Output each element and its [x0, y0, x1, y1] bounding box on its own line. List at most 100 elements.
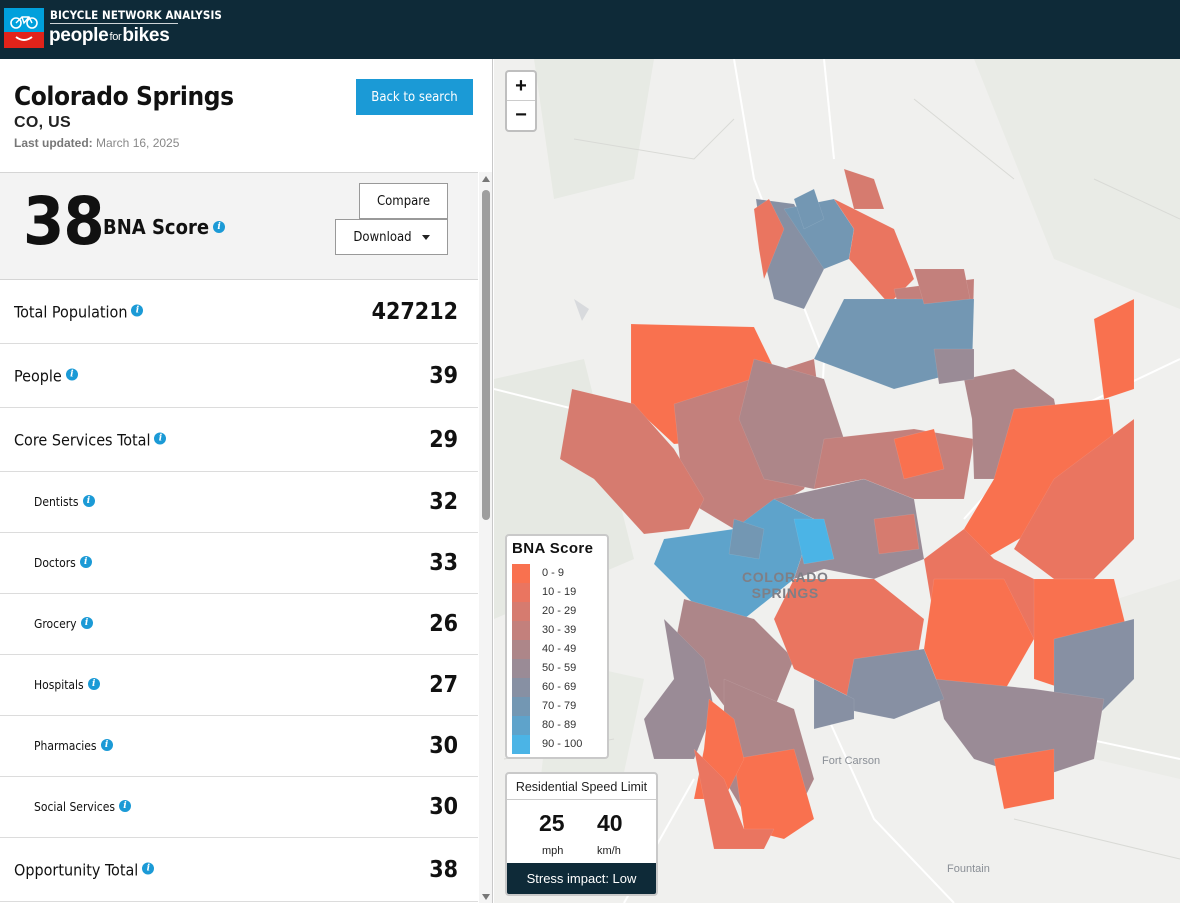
metric-label-text: Social Services	[34, 800, 115, 814]
metric-row: Dentists i 32	[0, 472, 478, 533]
metric-value: 33	[429, 550, 458, 576]
info-icon[interactable]: i	[142, 862, 155, 875]
metric-label-text: Doctors	[34, 556, 76, 570]
metric-label-text: People	[14, 366, 62, 385]
download-button[interactable]: Download	[335, 219, 448, 255]
metric-label-text: Hospitals	[34, 678, 84, 692]
chevron-down-icon	[421, 234, 430, 240]
metric-row: Opportunity Total i 38	[0, 838, 478, 902]
metric-label-text: Dentists	[34, 495, 79, 509]
map-city-label-line2: SPRINGS	[751, 585, 819, 601]
place-label-fort-carson: Fort Carson	[822, 755, 881, 767]
metric-label: Total Population i	[14, 302, 144, 321]
legend-item: 50 - 59	[512, 659, 607, 678]
legend-item: 0 - 9	[512, 564, 607, 583]
info-icon[interactable]: i	[82, 494, 95, 507]
metric-label: Doctors i	[34, 555, 92, 570]
legend-item: 80 - 89	[512, 716, 607, 735]
metric-label: Grocery i	[34, 616, 93, 631]
legend-swatch	[512, 735, 530, 754]
zoom-out-button[interactable]: −	[515, 104, 527, 126]
logo-wordmark[interactable]: peopleforbikes	[49, 25, 170, 47]
metric-label-text: Total Population	[14, 302, 128, 321]
legend-range-label: 50 - 59	[542, 662, 577, 674]
map-view[interactable]: + − COLORADO SPRINGS Fort Carson Fountai…	[494, 59, 1180, 903]
map-city-label: COLORADO SPRINGS	[742, 569, 828, 601]
metric-value: 29	[429, 426, 458, 453]
metric-label: Hospitals i	[34, 677, 100, 692]
info-icon[interactable]: i	[131, 304, 144, 317]
legend-swatch	[512, 678, 530, 697]
back-to-search-button[interactable]: Back to search	[356, 79, 473, 115]
zoom-control: + −	[505, 70, 537, 132]
scrollbar-thumb[interactable]	[482, 190, 490, 520]
metric-value: 38	[429, 856, 458, 883]
last-updated-date: March 16, 2025	[96, 136, 180, 150]
metric-label-text: Core Services Total	[14, 430, 151, 449]
metric-row: People i 39	[0, 344, 478, 408]
map-canvas[interactable]	[494, 59, 1180, 903]
metric-row: Social Services i 30	[0, 777, 478, 838]
metric-row: Doctors i 33	[0, 533, 478, 594]
legend-item: 70 - 79	[512, 697, 607, 716]
compare-button[interactable]: Compare	[359, 183, 448, 219]
info-icon[interactable]: i	[118, 799, 131, 812]
legend-swatch	[512, 602, 530, 621]
city-name: Colorado Springs	[14, 82, 234, 112]
bna-score-label: BNA Score i	[103, 215, 226, 239]
legend-item: 60 - 69	[512, 678, 607, 697]
logo-word-for: for	[109, 31, 122, 43]
metric-value: 27	[429, 672, 458, 698]
speed-kmh-unit: km/h	[597, 845, 621, 857]
legend-item: 20 - 29	[512, 602, 607, 621]
zoom-in-button[interactable]: +	[507, 72, 535, 101]
legend-range-label: 90 - 100	[542, 738, 583, 750]
info-icon[interactable]: i	[154, 432, 167, 445]
legend-range-label: 80 - 89	[542, 719, 577, 731]
metric-label: Dentists i	[34, 494, 95, 509]
legend-swatch	[512, 697, 530, 716]
logo-title: BICYCLE NETWORK ANALYSIS	[50, 8, 222, 22]
legend-item: 40 - 49	[512, 640, 607, 659]
legend-item: 90 - 100	[512, 735, 607, 754]
score-breakdown-list: Total Population i 427212 People i 39 Core…	[0, 280, 478, 902]
legend-swatch	[512, 564, 530, 583]
metric-label-text: Opportunity Total	[14, 860, 139, 879]
metric-value: 427212	[371, 298, 458, 325]
legend-swatch	[512, 621, 530, 640]
score-summary: 38 BNA Score i Compare Download	[0, 172, 478, 280]
legend-range-label: 0 - 9	[542, 567, 565, 579]
info-icon[interactable]: i	[79, 555, 92, 568]
logo-word-people: people	[49, 25, 109, 46]
map-city-label-line1: COLORADO	[742, 569, 829, 585]
metric-row: Pharmacies i 30	[0, 716, 478, 777]
metric-label-text: Pharmacies	[34, 739, 97, 753]
legend-swatch	[512, 640, 530, 659]
metric-label: Opportunity Total i	[14, 860, 155, 879]
speed-mph-unit: mph	[542, 845, 564, 857]
place-label-fountain: Fountain	[947, 863, 990, 875]
scroll-up-arrow-icon[interactable]	[482, 176, 490, 182]
bna-score-label-text: BNA Score	[103, 215, 210, 239]
last-updated: Last updated: March 16, 2025	[14, 136, 179, 150]
panel-scrollbar[interactable]	[479, 172, 492, 903]
legend-item: 10 - 19	[512, 583, 607, 602]
bna-score-value: 38	[23, 183, 105, 260]
metric-value: 26	[429, 611, 458, 637]
scroll-down-arrow-icon[interactable]	[482, 894, 490, 900]
metric-value: 32	[429, 489, 458, 515]
metric-value: 30	[429, 794, 458, 820]
bicycle-icon[interactable]	[4, 8, 44, 48]
last-updated-label: Last updated:	[14, 136, 93, 150]
info-icon[interactable]: i	[213, 220, 226, 233]
metric-row: Total Population i 427212	[0, 280, 478, 344]
legend-swatch	[512, 716, 530, 735]
legend-range-label: 30 - 39	[542, 624, 577, 636]
info-icon[interactable]: i	[65, 368, 78, 381]
legend-swatch	[512, 583, 530, 602]
info-icon[interactable]: i	[87, 677, 100, 690]
info-icon[interactable]: i	[100, 738, 113, 751]
city-region: CO, US	[14, 114, 71, 131]
info-icon[interactable]: i	[80, 616, 93, 629]
metric-row: Grocery i 26	[0, 594, 478, 655]
